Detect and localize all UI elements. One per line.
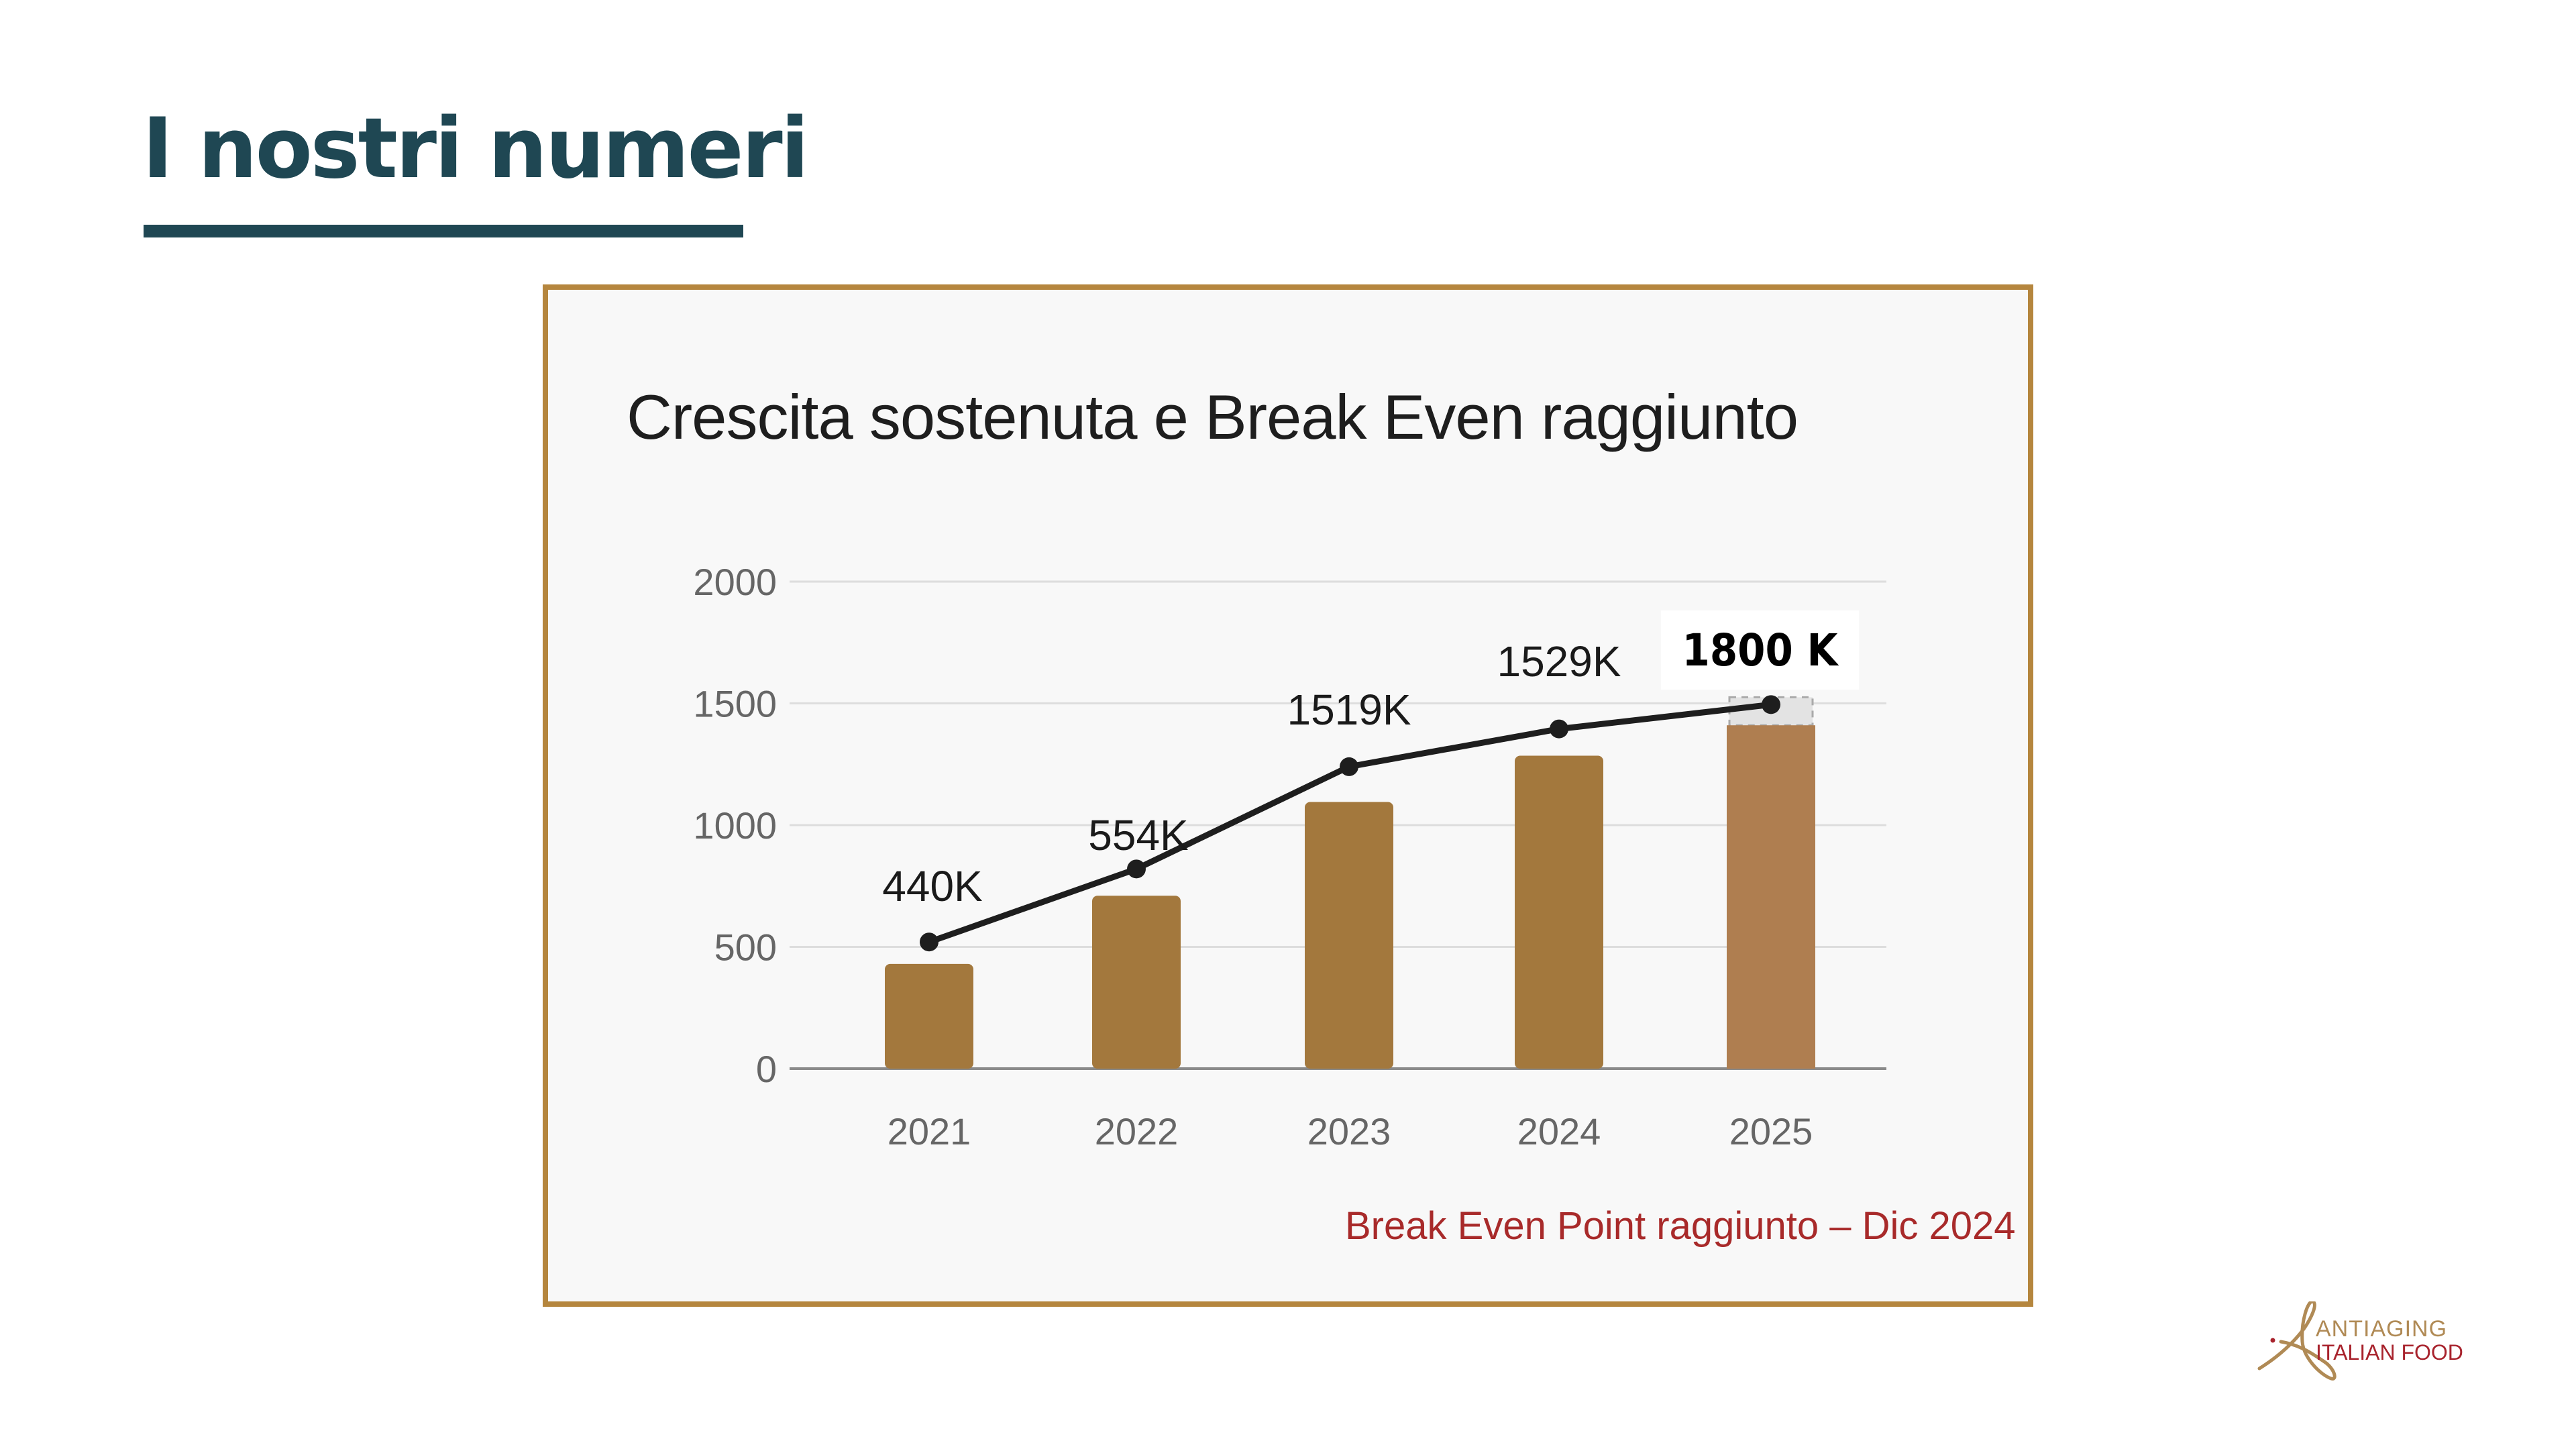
trend-point: [1550, 719, 1568, 739]
data-label: 440K: [882, 862, 982, 910]
y-tick-label: 2000: [693, 561, 777, 603]
x-tick-label: 2024: [1517, 1110, 1601, 1152]
highlight-label-2025: 1800 K: [1661, 610, 1859, 690]
y-tick-label: 1000: [693, 804, 777, 847]
bar-2021: [885, 963, 973, 1069]
bar-2025: [1727, 725, 1815, 1069]
x-tick-label: 2023: [1307, 1110, 1391, 1152]
y-axis-ticks: 0 500 1000 1500 2000: [693, 561, 777, 1090]
trend-point: [1762, 695, 1780, 714]
x-tick-label: 2025: [1729, 1110, 1813, 1152]
y-tick-label: 500: [714, 926, 777, 969]
break-even-caption: Break Even Point raggiunto – Dic 2024: [1345, 1204, 2016, 1248]
logo-text-antiaging: ANTIAGING: [2316, 1316, 2448, 1342]
chart-title: Crescita sostenuta e Break Even raggiunt…: [627, 382, 1799, 452]
data-label: 1519K: [1287, 686, 1411, 734]
y-tick-label: 0: [756, 1048, 777, 1090]
logo-swirl-icon: [2257, 1301, 2337, 1381]
title-underline: [144, 225, 743, 237]
trend-line: [920, 695, 1780, 952]
bar-2023: [1305, 802, 1393, 1069]
bar-2022: [1092, 896, 1181, 1069]
slide-title: I nostri numeri: [142, 101, 809, 197]
data-label: 554K: [1088, 811, 1188, 859]
data-labels: 440K 554K 1519K 1529K: [882, 637, 1621, 910]
y-tick-label: 1500: [693, 683, 777, 725]
trend-point: [920, 932, 938, 952]
bar-2024: [1515, 755, 1603, 1069]
x-tick-label: 2021: [888, 1110, 971, 1152]
x-tick-label: 2022: [1095, 1110, 1179, 1152]
logo-text-italian-food: ITALIAN FOOD: [2316, 1340, 2463, 1364]
trend-point: [1127, 859, 1146, 879]
trend-point: [1340, 757, 1358, 776]
data-label: 1529K: [1497, 637, 1621, 686]
bars: [885, 696, 1815, 1069]
x-axis-ticks: 2021 2022 2023 2024 2025: [888, 1110, 1813, 1152]
